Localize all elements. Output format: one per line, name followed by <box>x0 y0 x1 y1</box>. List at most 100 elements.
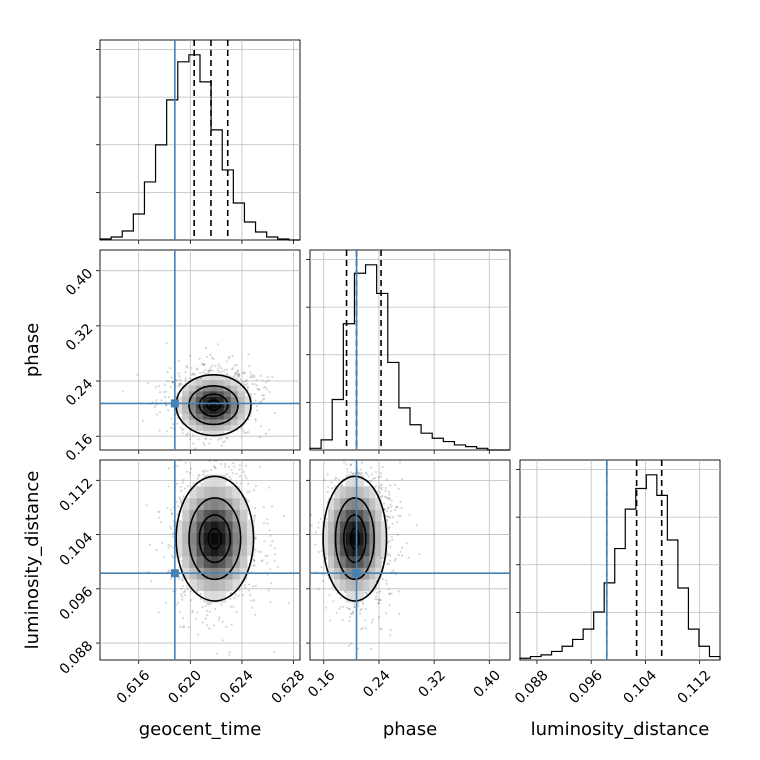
sample-point <box>186 432 189 435</box>
density-cell <box>381 544 388 557</box>
sample-point <box>274 553 277 556</box>
sample-point <box>182 625 185 629</box>
sample-point <box>188 433 191 436</box>
sample-point <box>184 593 187 597</box>
sample-point <box>204 437 207 440</box>
sample-point <box>270 505 274 508</box>
density-cell <box>189 532 198 545</box>
sample-point <box>236 368 239 371</box>
sample-point <box>251 382 254 385</box>
contour-level-3 <box>198 393 229 418</box>
sample-point <box>340 457 342 459</box>
density-cell <box>203 544 212 557</box>
density-cell <box>357 544 364 557</box>
sample-point <box>352 611 355 614</box>
scatter-panel-geocent_time-luminosity_distance <box>96 459 301 664</box>
contour-level-3 <box>342 514 367 564</box>
sample-point <box>269 544 272 547</box>
sample-point <box>243 380 246 383</box>
sample-point <box>197 437 200 441</box>
sample-point <box>246 382 249 386</box>
density-cell <box>188 424 197 431</box>
density-cell <box>188 385 197 392</box>
sample-point <box>225 472 229 476</box>
sample-point <box>364 471 368 474</box>
density-cell <box>223 396 232 403</box>
sample-point <box>314 543 317 546</box>
sample-point <box>360 628 363 631</box>
sample-point <box>254 536 257 539</box>
sample-point <box>171 380 175 384</box>
sample-point <box>387 588 390 591</box>
sample-point <box>343 461 346 464</box>
sample-point <box>378 491 381 494</box>
density-cell <box>237 407 246 414</box>
sample-point <box>329 619 332 622</box>
sample-point <box>256 387 259 391</box>
sample-point <box>247 353 250 356</box>
density-cell <box>189 486 198 499</box>
sample-point <box>209 366 212 369</box>
sample-point <box>147 570 150 573</box>
sample-point <box>249 371 252 374</box>
sample-point <box>223 440 227 443</box>
sample-point <box>317 526 320 529</box>
sample-point <box>242 370 245 374</box>
density-cell <box>237 396 246 403</box>
sample-point <box>251 376 254 379</box>
sample-point <box>234 593 237 596</box>
sample-point <box>370 621 373 624</box>
density-cell <box>216 373 225 381</box>
density-cell <box>333 521 341 534</box>
sample-point <box>225 372 228 375</box>
density-cell <box>218 555 226 568</box>
density-cell <box>210 521 219 534</box>
sample-point <box>399 514 402 518</box>
sample-point <box>271 375 274 378</box>
sample-point <box>387 497 390 500</box>
sample-point <box>203 363 206 366</box>
density-cell <box>223 424 232 431</box>
density-cell <box>345 474 353 487</box>
sample-point <box>390 505 393 508</box>
sample-point <box>380 627 383 631</box>
density-cell <box>237 413 246 420</box>
sample-point <box>170 417 173 420</box>
density-cell <box>216 419 225 426</box>
sample-point <box>165 404 168 407</box>
density-cell <box>189 497 198 510</box>
sample-point <box>379 598 383 602</box>
density-cell <box>210 532 219 545</box>
density-cell <box>223 390 232 397</box>
sample-point <box>391 516 395 519</box>
sample-point <box>211 369 214 372</box>
sample-point <box>257 388 261 391</box>
sample-point <box>158 384 161 387</box>
density-cell <box>322 544 329 557</box>
sample-point <box>389 503 392 506</box>
sample-point <box>250 606 254 609</box>
sample-point <box>360 445 362 447</box>
sample-point <box>228 355 231 358</box>
sample-point <box>303 534 305 536</box>
sample-point <box>194 617 198 620</box>
sample-point <box>399 550 402 553</box>
sample-point <box>364 607 367 611</box>
density-cell <box>237 419 246 426</box>
sample-point <box>155 399 158 402</box>
density-cell <box>357 578 364 592</box>
density-cell <box>363 555 370 568</box>
density-cell <box>328 544 335 557</box>
x-tick-label-geocent_time: 0.628 <box>269 667 309 707</box>
sample-point <box>364 591 367 594</box>
contour-level-1 <box>322 475 388 602</box>
density-cell <box>182 413 190 420</box>
sample-point <box>248 490 251 493</box>
sample-point <box>389 516 392 519</box>
sample-point <box>165 342 168 345</box>
sample-point <box>385 519 388 522</box>
density-cell <box>209 396 218 403</box>
density-cell <box>195 424 204 431</box>
sample-point <box>245 413 248 417</box>
sample-point <box>358 612 362 615</box>
